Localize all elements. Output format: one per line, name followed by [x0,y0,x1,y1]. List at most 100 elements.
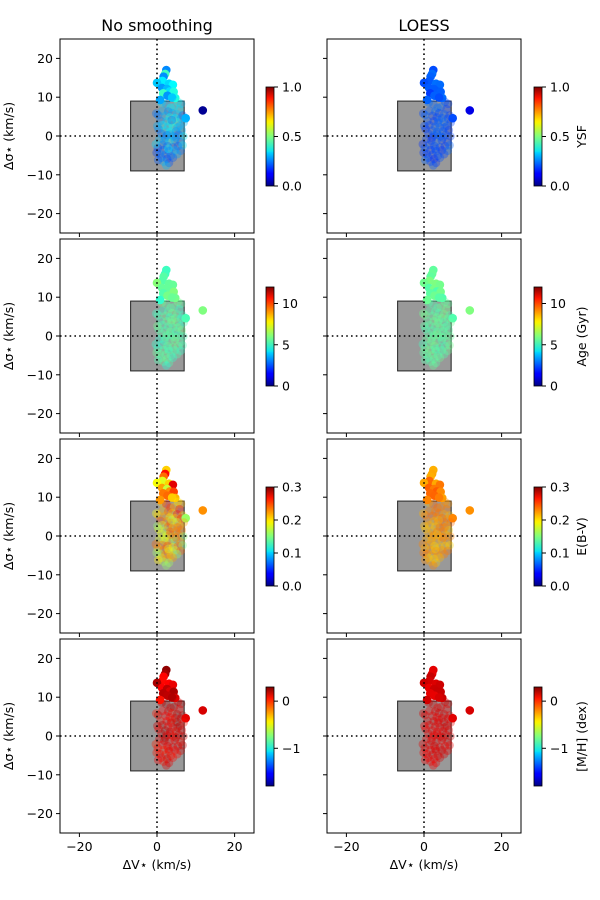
data-point [434,493,444,502]
data-point [176,499,186,509]
data-point [161,150,170,159]
data-point [168,142,178,152]
data-point [425,706,434,716]
data-point [163,144,173,154]
data-point [435,153,445,163]
data-point [153,710,163,720]
panel-r0-c1: 0.0 0.5 1.0 YSF [323,38,589,237]
data-point [439,117,449,127]
data-point [419,748,428,757]
data-point [151,109,161,118]
data-point [422,749,432,759]
data-point [170,713,180,723]
data-point [169,102,179,112]
data-point [158,506,167,516]
data-point [418,139,428,149]
panel-r1-c1: 0 5 10 Age (Gyr) [323,238,589,437]
data-point [158,740,167,750]
data-point [429,761,438,770]
data-point [422,149,432,159]
data-point [435,323,445,332]
data-point [165,337,174,346]
data-point [430,107,440,116]
data-point [423,716,432,726]
colorbar-tick-label: 0.5 [550,129,570,144]
data-point [152,148,161,157]
data-point [432,537,441,546]
data-point [432,527,442,537]
data-point [163,507,173,516]
data-point [172,309,182,319]
data-point [159,745,168,755]
data-point [425,340,434,350]
data-point [442,704,451,714]
data-point [434,715,444,725]
data-point [437,513,447,523]
data-point [153,343,163,353]
data-point [436,502,446,512]
data-point [435,723,445,732]
data-point [181,513,191,523]
data-point [429,99,438,109]
data-point [161,111,170,121]
data-point [163,741,172,751]
data-point [163,341,172,351]
data-point [168,723,178,732]
data-point [166,118,176,128]
data-point [162,761,171,770]
data-point [153,310,163,320]
data-point [438,533,448,542]
data-point [162,354,172,364]
colorbar [533,286,543,387]
data-point [164,158,174,168]
data-point [422,495,432,505]
data-point [427,736,436,745]
data-point [168,332,178,341]
data-point [440,123,449,132]
colorbar-tick-label: 10 [282,296,298,311]
y-tick-label: 0 [45,129,53,144]
data-point [448,313,458,323]
colorbar-tick-label: 0 [550,379,558,394]
data-point [439,517,449,527]
data-point [442,304,451,314]
data-point [440,323,449,332]
data-point [173,297,183,307]
data-point [162,561,171,570]
data-point [435,123,445,132]
data-point [166,718,176,728]
data-point [439,709,449,719]
data-point [429,754,439,764]
data-point [439,109,449,119]
data-point [167,693,177,702]
data-point [420,755,430,765]
y-tick-label: 20 [37,651,53,666]
data-point [164,758,174,768]
data-point [440,97,450,107]
data-point [178,341,187,350]
data-point [176,337,185,347]
data-point [168,523,178,532]
colorbar-tick-label: 0 [282,694,290,709]
data-point [446,132,455,141]
data-point [433,751,443,761]
data-point [173,323,182,332]
data-point [437,535,447,545]
data-point [170,735,180,745]
data-point [430,544,440,554]
data-point [159,757,168,766]
points-group [418,265,475,370]
data-point [164,546,174,556]
data-point [151,739,161,749]
data-point [425,120,434,130]
data-point [429,361,438,370]
data-point [178,741,187,750]
data-point [433,318,443,328]
data-point [165,713,175,722]
points-group [151,65,208,170]
data-point [167,715,177,725]
data-point [155,495,165,505]
data-point [163,522,173,531]
points-group [151,665,208,770]
data-point [442,521,452,531]
